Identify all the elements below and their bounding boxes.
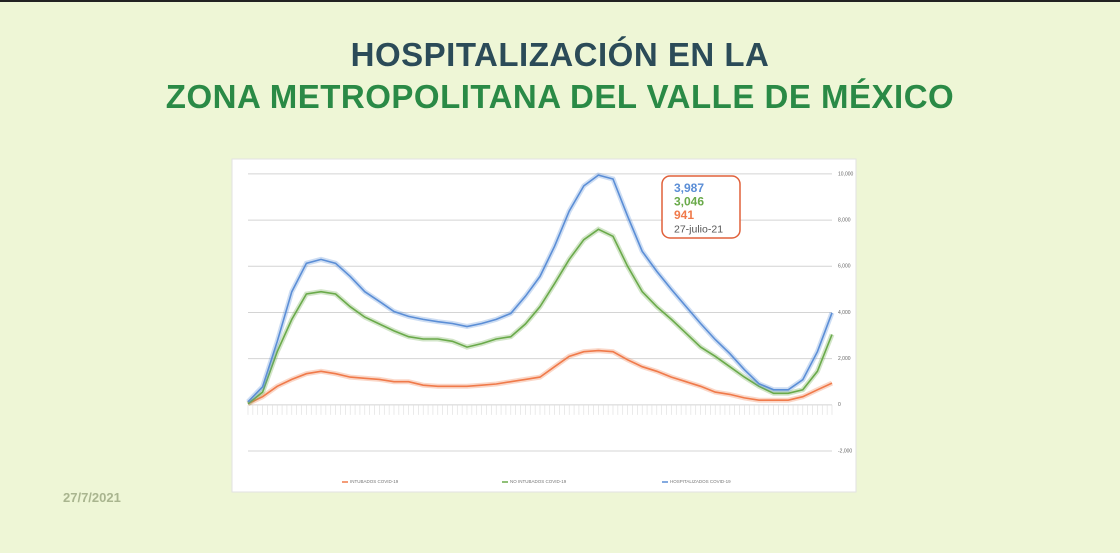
y-tick-label: 6,000 bbox=[838, 264, 851, 270]
y-tick-label: 8,000 bbox=[838, 217, 851, 223]
callout-box bbox=[661, 175, 741, 239]
callout-text: 27-julio-21 bbox=[674, 223, 723, 235]
y-tick-label: 0 bbox=[838, 402, 841, 408]
callout-text: 941 bbox=[674, 208, 694, 222]
y-tick-label: 10,000 bbox=[838, 171, 854, 177]
series-line bbox=[247, 174, 833, 403]
callout-text: 3,987 bbox=[674, 181, 704, 195]
legend-label: INTUBADOS COVID-19 bbox=[350, 479, 399, 484]
legend-label: NO INTUBADOS COVID-19 bbox=[510, 479, 567, 484]
y-tick-label: 2,000 bbox=[838, 356, 851, 362]
y-tick-label: -2,000 bbox=[838, 448, 852, 454]
slide-date: 27/7/2021 bbox=[63, 490, 121, 505]
chart-panel bbox=[231, 158, 857, 493]
series-line bbox=[247, 228, 833, 405]
legend-label: HOSPITALIZADOS COVID-19 bbox=[670, 479, 731, 484]
y-tick-label: 4,000 bbox=[838, 310, 851, 316]
title-line-2: ZONA METROPOLITANA DEL VALLE DE MÉXICO bbox=[165, 78, 955, 115]
series-line bbox=[247, 349, 833, 405]
callout-text: 3,046 bbox=[674, 195, 704, 209]
title-line-1: HOSPITALIZACIÓN EN LA bbox=[350, 36, 770, 73]
